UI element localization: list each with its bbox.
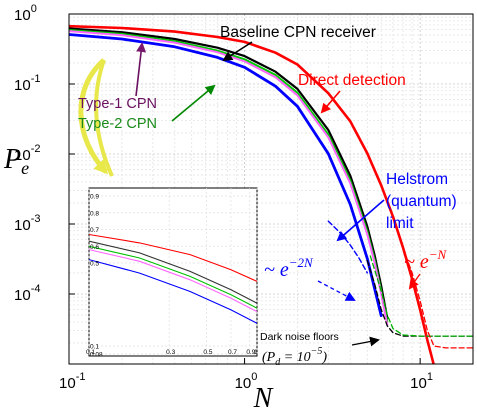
label-exp-n: ~ e−N <box>404 247 447 273</box>
plot-frame <box>68 13 474 365</box>
inset-series-type2 <box>89 245 257 309</box>
arrow-type2 <box>171 84 216 122</box>
inset-x-tick-label: 0.5 <box>203 349 212 356</box>
inset-background <box>88 187 258 357</box>
y-tick-label: 10-1 <box>14 73 40 94</box>
svg-text:~ e−2N: ~ e−2N <box>264 255 314 281</box>
label-type2: Type-2 CPN <box>78 116 157 132</box>
arrow-direct <box>320 90 341 114</box>
series-fit_blue <box>327 220 368 274</box>
y-tick-label: 10-2 <box>14 143 40 164</box>
y-tick-label: 10-4 <box>14 283 40 304</box>
svg-text:~ e−N: ~ e−N <box>404 247 447 273</box>
axis-ticks: 10-1 100 101 100 10-1 10-2 10-3 10-4 <box>14 3 433 392</box>
inset-y-tick-label: 0.1 <box>90 344 99 351</box>
y-tick-label: 100 <box>14 3 37 24</box>
label-baseline: Baseline CPN receiver <box>220 24 376 41</box>
x-axis-label: N <box>253 383 274 414</box>
series-noise_green <box>369 255 473 337</box>
arrow-type1 <box>135 42 147 97</box>
x-tick-label: 101 <box>410 371 433 392</box>
series-noise_red <box>402 247 473 349</box>
arrow-baseline <box>222 41 253 62</box>
arrow-dark-noise <box>351 336 380 347</box>
label-type1: Type-1 CPN <box>78 96 157 112</box>
label-helstrom-line1: Helstrom <box>386 171 448 188</box>
inset-pointer-arrow-lower <box>94 59 114 177</box>
label-direct-detection: Direct detection <box>298 72 406 89</box>
inset-series-type1 <box>89 249 257 313</box>
inset-x-tick-label: 1 <box>254 349 258 356</box>
inset-series-helstrom <box>89 259 257 324</box>
inset-pointer-arrow-upper <box>78 58 109 175</box>
inset-y-tick-label: 0.6 <box>90 244 99 251</box>
label-exp-2n: ~ e−2N <box>264 255 314 281</box>
inset-y-tick-label: 0.8 <box>90 210 99 217</box>
inset-curves <box>89 233 257 324</box>
inset-x-tick-label: 0.3 <box>166 349 175 356</box>
label-dark-noise-2: (Pd = 10−5) <box>262 346 327 368</box>
inset-x-tick-label: 0.9 <box>246 349 255 356</box>
inset-series-baseline <box>89 240 257 304</box>
inset-y-tick-label: 0.08 <box>90 352 103 359</box>
inset-x-tick-label: 0.1 <box>86 349 95 356</box>
series-type1 <box>69 30 389 327</box>
inset-x-tick-label: 0.7 <box>228 349 237 356</box>
label-dark-noise-1: Dark noise floors <box>260 331 339 343</box>
plot-grid <box>68 13 474 365</box>
arrow-exp-2n <box>317 280 356 301</box>
label-helstrom-line3: limit <box>386 215 414 232</box>
arrow-exp-n <box>408 273 421 290</box>
x-tick-label: 100 <box>235 371 258 392</box>
inset-y-tick-label: 0.9 <box>90 194 99 201</box>
y-tick-label: 10-3 <box>14 213 40 234</box>
arrow-helstrom <box>336 199 385 242</box>
series-baseline <box>69 27 389 320</box>
inset-grid <box>88 188 258 356</box>
inset-ticks: 0.1 0.3 0.5 0.7 0.910.90.80.70.60.50.10.08 <box>86 194 258 359</box>
label-helstrom-line2: (quantum) <box>386 193 457 210</box>
inset-series-direct <box>89 233 257 282</box>
inset-y-tick-label: 0.7 <box>90 227 99 234</box>
x-tick-label: 10-1 <box>59 371 85 392</box>
inset-y-tick-label: 0.5 <box>90 261 99 268</box>
